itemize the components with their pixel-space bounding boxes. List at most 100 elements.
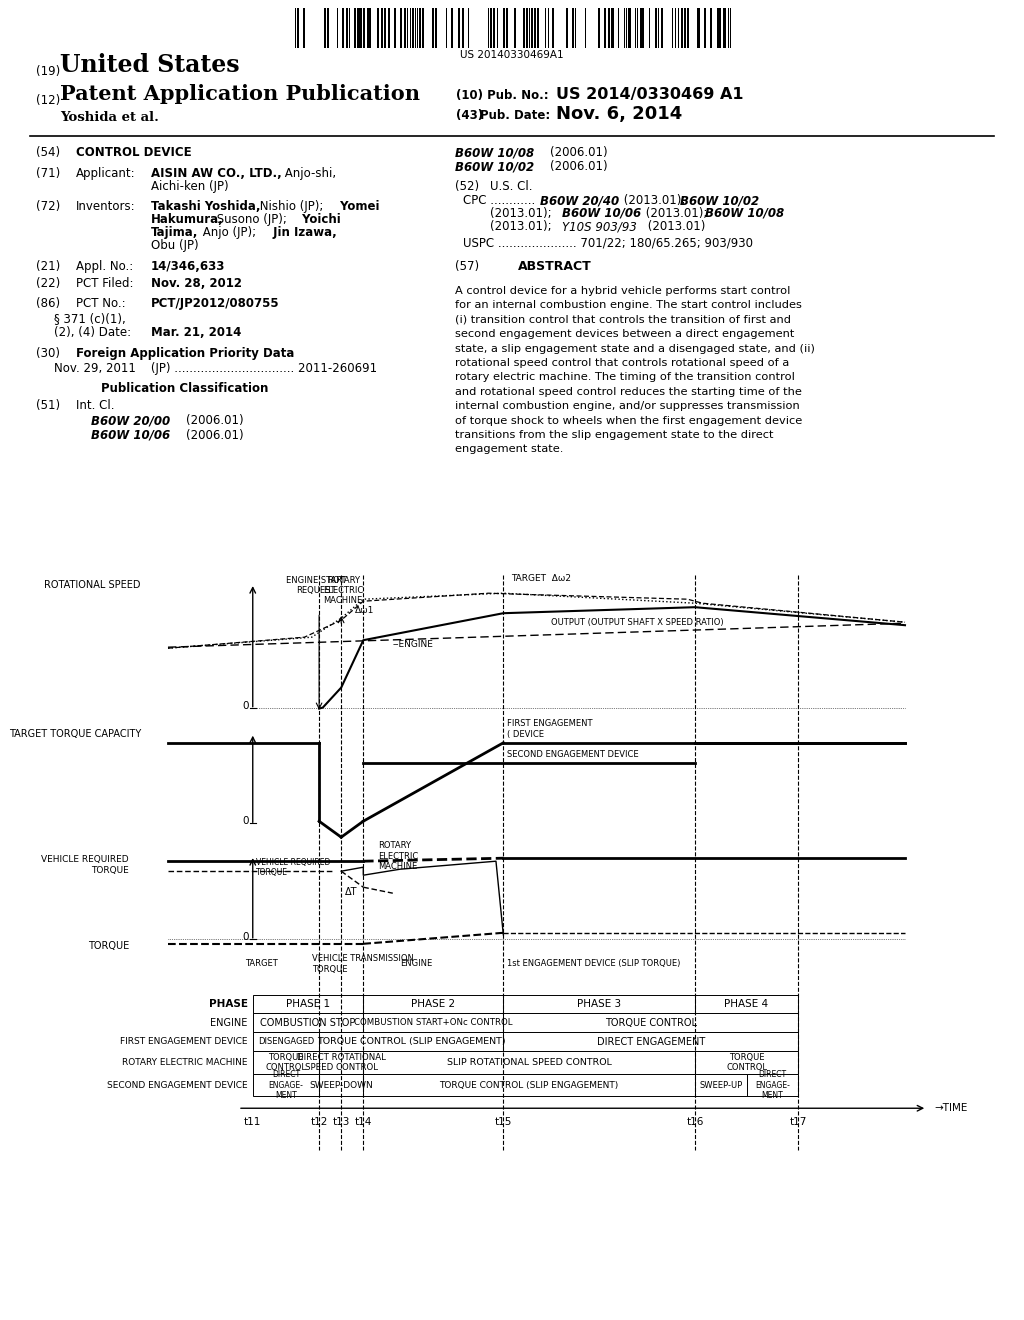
Bar bbox=[727, 8, 729, 48]
Text: (19): (19) bbox=[36, 65, 60, 78]
Text: Publication Classification: Publication Classification bbox=[101, 381, 268, 395]
Text: 1st ENGAGEMENT DEVICE (SLIP TORQUE): 1st ENGAGEMENT DEVICE (SLIP TORQUE) bbox=[507, 958, 680, 968]
Bar bbox=[410, 8, 411, 48]
Bar bbox=[697, 8, 699, 48]
Text: (54): (54) bbox=[36, 147, 60, 158]
Text: Aichi-ken (JP): Aichi-ken (JP) bbox=[151, 180, 228, 193]
Bar bbox=[422, 8, 424, 48]
Text: 14/346,633: 14/346,633 bbox=[151, 260, 225, 273]
Text: TORQUE CONTROL (SLIP ENGAGEMENT): TORQUE CONTROL (SLIP ENGAGEMENT) bbox=[316, 1038, 506, 1047]
Bar bbox=[378, 8, 379, 48]
Text: PCT/JP2012/080755: PCT/JP2012/080755 bbox=[151, 297, 280, 310]
Text: TORQUE CONTROL (SLIP ENGAGEMENT): TORQUE CONTROL (SLIP ENGAGEMENT) bbox=[439, 1081, 618, 1090]
Text: Y10S 903/93: Y10S 903/93 bbox=[562, 220, 637, 234]
Bar bbox=[655, 8, 656, 48]
Bar bbox=[535, 8, 537, 48]
Bar bbox=[364, 1014, 504, 1032]
Text: (2013.01);: (2013.01); bbox=[642, 207, 708, 220]
Bar bbox=[348, 8, 350, 48]
Text: PHASE 3: PHASE 3 bbox=[578, 999, 622, 1010]
Bar bbox=[388, 8, 390, 48]
Text: Patent Application Publication: Patent Application Publication bbox=[60, 84, 420, 104]
Bar bbox=[468, 8, 469, 48]
Bar bbox=[504, 1014, 798, 1032]
Bar bbox=[660, 8, 663, 48]
Text: B60W 10/08: B60W 10/08 bbox=[705, 207, 784, 220]
Bar bbox=[574, 8, 577, 48]
Text: Nov. 29, 2011    (JP) ................................ 2011-260691: Nov. 29, 2011 (JP) .....................… bbox=[54, 362, 377, 375]
Bar bbox=[432, 8, 434, 48]
Bar bbox=[253, 1014, 364, 1032]
Bar bbox=[611, 8, 613, 48]
Bar bbox=[415, 8, 417, 48]
Text: ROTARY
ELECTRIC
MACHINE: ROTARY ELECTRIC MACHINE bbox=[323, 576, 364, 606]
Text: Nov. 6, 2014: Nov. 6, 2014 bbox=[556, 106, 682, 123]
Bar bbox=[523, 8, 525, 48]
Text: (86): (86) bbox=[36, 297, 60, 310]
Text: Inventors:: Inventors: bbox=[76, 201, 135, 213]
Text: (2013.01);: (2013.01); bbox=[490, 207, 552, 220]
Text: ABSTRACT: ABSTRACT bbox=[518, 260, 592, 273]
Bar bbox=[384, 8, 386, 48]
Text: B60W 10/02: B60W 10/02 bbox=[455, 160, 535, 173]
Text: (57): (57) bbox=[455, 260, 479, 273]
Text: § 371 (c)(1),: § 371 (c)(1), bbox=[54, 312, 126, 325]
Text: (2013.01);: (2013.01); bbox=[620, 194, 685, 207]
Text: SWEEP-UP: SWEEP-UP bbox=[699, 1081, 742, 1090]
Text: SWEEP-DOWN: SWEEP-DOWN bbox=[309, 1081, 373, 1090]
Text: DIRECT
ENGAGE-
MENT: DIRECT ENGAGE- MENT bbox=[755, 1071, 790, 1100]
Bar bbox=[357, 8, 359, 48]
Text: FIRST ENGAGEMENT
( DEVICE: FIRST ENGAGEMENT ( DEVICE bbox=[507, 719, 593, 739]
Text: (2013.01): (2013.01) bbox=[644, 220, 706, 234]
Bar bbox=[678, 8, 679, 48]
Text: Hakumura,: Hakumura, bbox=[151, 213, 224, 226]
Bar bbox=[319, 1074, 364, 1096]
Text: (71): (71) bbox=[36, 168, 60, 180]
Text: (22): (22) bbox=[36, 277, 60, 290]
Text: (2013.01);: (2013.01); bbox=[490, 220, 552, 234]
Bar bbox=[354, 8, 356, 48]
Text: Anjo (JP);: Anjo (JP); bbox=[199, 226, 256, 239]
Text: Jin Izawa,: Jin Izawa, bbox=[269, 226, 337, 239]
Bar bbox=[400, 8, 402, 48]
Bar bbox=[585, 8, 587, 48]
Bar bbox=[445, 8, 446, 48]
Text: PHASE 1: PHASE 1 bbox=[286, 999, 330, 1010]
Text: Obu (JP): Obu (JP) bbox=[151, 239, 199, 252]
Bar bbox=[648, 8, 649, 48]
Text: (12): (12) bbox=[36, 94, 60, 107]
Bar bbox=[364, 995, 504, 1014]
Bar bbox=[364, 1051, 695, 1074]
Bar bbox=[360, 8, 361, 48]
Bar bbox=[381, 8, 383, 48]
Bar bbox=[617, 8, 620, 48]
Bar bbox=[419, 8, 421, 48]
Text: SECOND ENGAGEMENT DEVICE: SECOND ENGAGEMENT DEVICE bbox=[108, 1081, 248, 1090]
Bar bbox=[506, 8, 509, 48]
Text: →TIME: →TIME bbox=[935, 1104, 968, 1113]
Bar bbox=[328, 8, 329, 48]
Bar bbox=[490, 8, 493, 48]
Text: (2), (4) Date:: (2), (4) Date: bbox=[54, 326, 131, 339]
Text: B60W 10/08: B60W 10/08 bbox=[455, 147, 535, 158]
Text: DISENGAGED: DISENGAGED bbox=[258, 1038, 314, 1047]
Text: CONTROL DEVICE: CONTROL DEVICE bbox=[76, 147, 191, 158]
Bar bbox=[504, 995, 695, 1014]
Bar bbox=[337, 8, 338, 48]
Bar bbox=[608, 8, 609, 48]
Bar bbox=[684, 8, 686, 48]
Text: DIRECT ROTATIONAL
SPEED CONTROL: DIRECT ROTATIONAL SPEED CONTROL bbox=[297, 1053, 386, 1072]
Text: SLIP ROTATIONAL SPEED CONTROL: SLIP ROTATIONAL SPEED CONTROL bbox=[446, 1059, 611, 1068]
Bar bbox=[545, 8, 546, 48]
Bar bbox=[657, 8, 659, 48]
Text: Nov. 28, 2012: Nov. 28, 2012 bbox=[151, 277, 242, 290]
Bar bbox=[253, 1074, 319, 1096]
Text: VEHICLE TRANSMISSION
TORQUE: VEHICLE TRANSMISSION TORQUE bbox=[311, 954, 414, 974]
Bar bbox=[462, 8, 464, 48]
Text: (30): (30) bbox=[36, 347, 60, 360]
Bar bbox=[346, 8, 347, 48]
Text: OUTPUT (OUTPUT SHAFT X SPEED RATIO): OUTPUT (OUTPUT SHAFT X SPEED RATIO) bbox=[551, 618, 724, 627]
Text: 0: 0 bbox=[243, 932, 249, 941]
Text: FIRST ENGAGEMENT DEVICE: FIRST ENGAGEMENT DEVICE bbox=[120, 1038, 248, 1047]
Text: U.S. Cl.: U.S. Cl. bbox=[490, 180, 532, 193]
